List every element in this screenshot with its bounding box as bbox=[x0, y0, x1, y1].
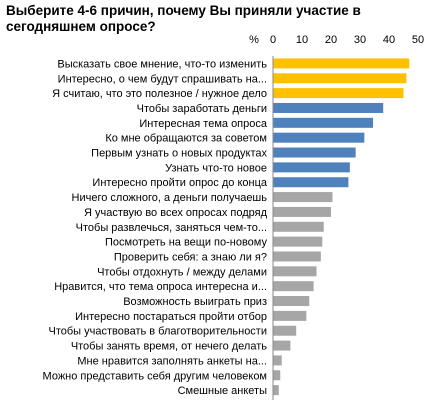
category-label: Возможность выиграть приз bbox=[123, 296, 267, 308]
bar bbox=[273, 355, 282, 366]
category-label: Интересно постараться пройти отбор bbox=[75, 311, 267, 323]
category-label: Интересно, о чем будут спрашивать на... bbox=[58, 73, 267, 85]
bar bbox=[273, 102, 384, 113]
category-label: Ко мне обращаются за советом bbox=[105, 133, 267, 145]
category-label: Можно представить себя другим человеком bbox=[43, 370, 267, 382]
category-label: Чтобы заработать деньги bbox=[137, 103, 267, 115]
category-label: Смешные анкеты bbox=[178, 385, 268, 397]
unit-label: % bbox=[249, 34, 259, 46]
bar bbox=[273, 117, 374, 128]
x-tick-label: 0 bbox=[270, 34, 276, 46]
bar bbox=[273, 325, 297, 336]
bar bbox=[273, 266, 317, 277]
chart-title: Выберите 4-6 причин, почему Вы приняли у… bbox=[6, 3, 361, 34]
category-label: Чтобы участвовать в благотворительности bbox=[49, 326, 268, 338]
category-label: Проверить себя: а знаю ли я? bbox=[114, 251, 267, 263]
bar bbox=[273, 385, 279, 396]
x-tick-label: 50 bbox=[412, 34, 424, 46]
bar bbox=[273, 162, 350, 173]
bar bbox=[273, 221, 324, 232]
category-label: Узнать что-то новое bbox=[165, 162, 267, 174]
bar bbox=[273, 370, 281, 381]
bar bbox=[273, 206, 331, 217]
category-label: Высказать свое мнение, что-то изменить bbox=[57, 58, 267, 70]
bar bbox=[273, 310, 307, 321]
bar bbox=[273, 132, 365, 143]
bar bbox=[273, 340, 291, 351]
category-label: Чтобы развлечься, заняться чем-то... bbox=[76, 222, 267, 234]
bar bbox=[273, 281, 314, 292]
x-tick-label: 20 bbox=[325, 34, 337, 46]
category-label: Нравится, что тема опроса интересна и... bbox=[54, 281, 267, 293]
x-tick-label: 40 bbox=[383, 34, 395, 46]
category-labels: Высказать свое мнение, что-то изменить Ин… bbox=[43, 58, 268, 397]
x-tick-label: 30 bbox=[354, 34, 366, 46]
x-axis-ticks: 0 10 20 30 40 50 bbox=[270, 34, 424, 46]
category-label: Ничего сложного, а деньги получаешь bbox=[72, 192, 268, 204]
bar bbox=[273, 58, 410, 69]
bar bbox=[273, 236, 323, 247]
bar bbox=[273, 192, 333, 203]
bar bbox=[273, 73, 407, 84]
category-label: Чтобы отдохнуть / между делами bbox=[97, 266, 267, 278]
x-tick-label: 10 bbox=[296, 34, 308, 46]
category-label: Первым узнать о новых продуктах bbox=[91, 148, 267, 160]
bar bbox=[273, 177, 349, 188]
bar bbox=[273, 88, 404, 99]
bar bbox=[273, 147, 356, 158]
category-label: Чтобы занять время, от нечего делать bbox=[71, 341, 267, 353]
category-label: Интересно пройти опрос до конца bbox=[92, 177, 267, 189]
category-label: Посмотреть на вещи по-новому bbox=[105, 237, 267, 249]
bar bbox=[273, 296, 310, 307]
bars bbox=[273, 58, 410, 396]
bar bbox=[273, 251, 321, 262]
category-label: Я участвую во всех опросах подряд bbox=[84, 207, 268, 219]
category-label: Я считаю, что это полезное / нужное дело bbox=[52, 88, 267, 100]
category-label: Интересная тема опроса bbox=[139, 118, 268, 130]
category-label: Мне нравится заполнять анкеты на... bbox=[77, 355, 267, 367]
